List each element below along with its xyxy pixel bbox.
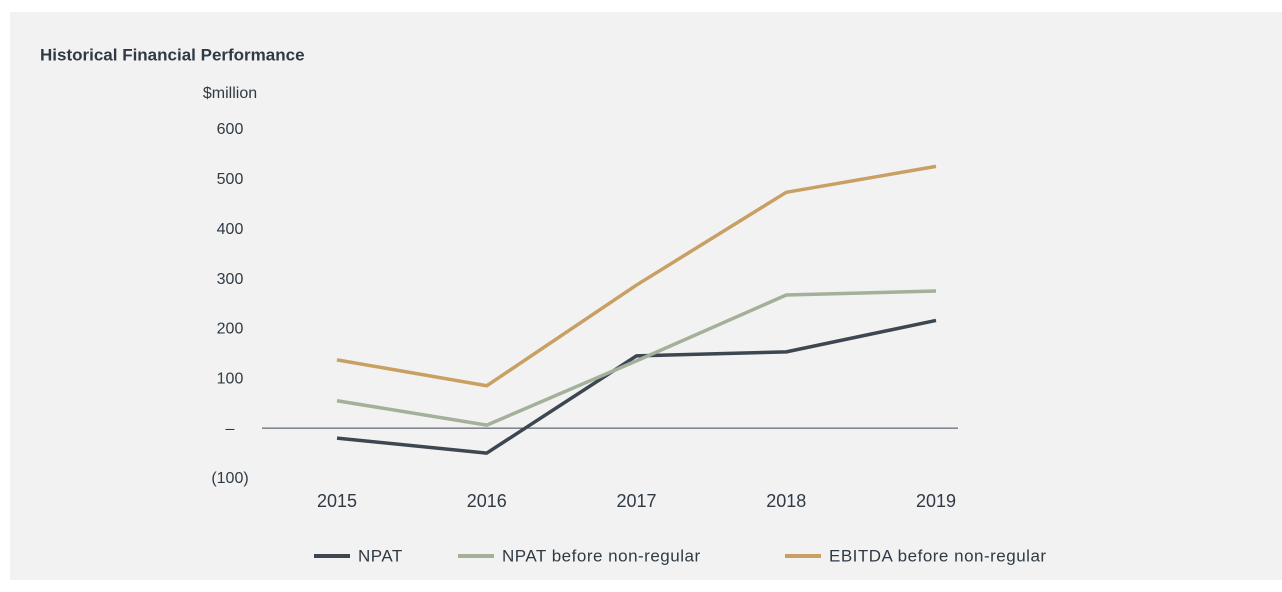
y-tick-label: 100 [217,371,244,388]
series-line [336,318,937,455]
y-tick-label: – [226,420,235,437]
x-tick-label: 2018 [766,491,806,511]
legend-label: NPAT before non-regular [502,546,701,565]
y-axis-label: $million [203,85,257,102]
x-tick-label: 2019 [916,491,956,511]
y-tick-label: (100) [211,470,248,487]
series-line [336,289,937,427]
y-tick-label: 600 [217,121,244,138]
y-tick-label: 500 [217,171,244,188]
y-tick-label: 300 [217,271,244,288]
legend-label: EBITDA before non-regular [829,546,1047,565]
y-tick-label: 400 [217,221,244,238]
chart-title: Historical Financial Performance [40,45,305,64]
legend-label: NPAT [358,546,403,565]
y-tick-label: 200 [217,321,244,338]
panel [10,12,1282,580]
x-tick-label: 2017 [616,491,656,511]
x-tick-label: 2015 [317,491,357,511]
x-tick-label: 2016 [467,491,507,511]
series-line [336,164,937,388]
